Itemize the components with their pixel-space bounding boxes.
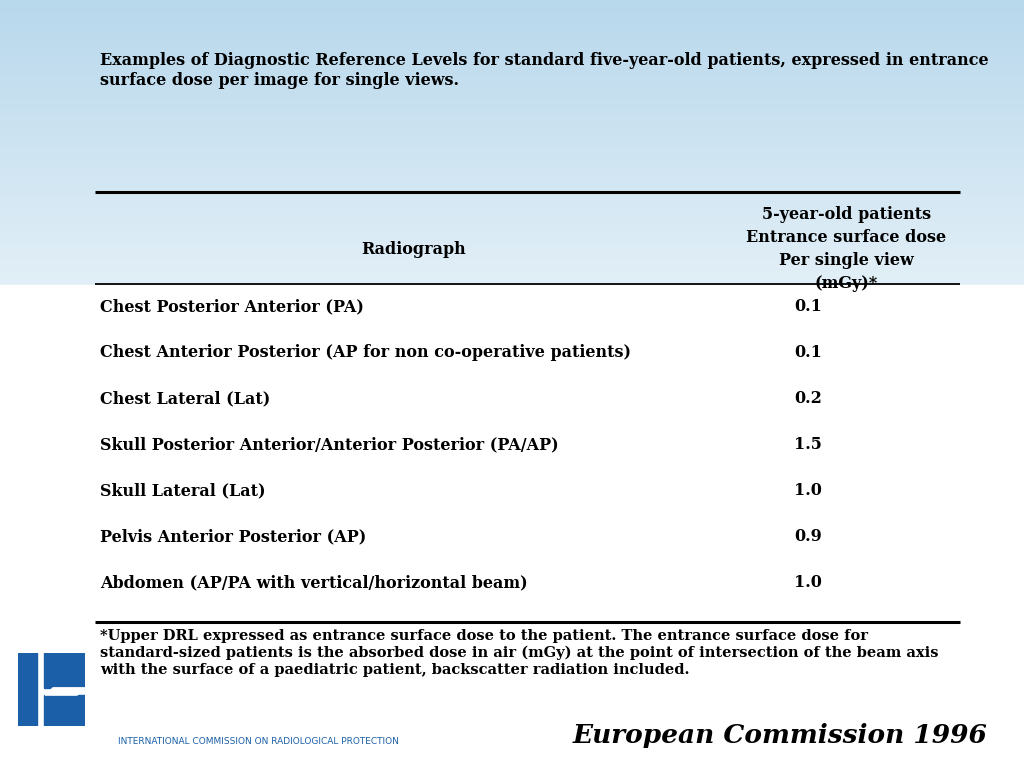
Text: Chest Anterior Posterior (AP for non co-operative patients): Chest Anterior Posterior (AP for non co-… [100,344,631,361]
Text: 0.9: 0.9 [795,528,822,545]
Text: 5-year-old patients
Entrance surface dose
Per single view
(mGy)*: 5-year-old patients Entrance surface dos… [746,206,946,292]
Bar [0,285,1024,768]
Text: 0.1: 0.1 [794,298,822,315]
Text: 0.2: 0.2 [794,390,822,407]
Text: Chest Posterior Anterior (PA): Chest Posterior Anterior (PA) [100,298,364,315]
Text: surface dose per image for single views.: surface dose per image for single views. [100,72,459,89]
Text: European Commission 1996: European Commission 1996 [572,723,987,747]
Text: *Upper DRL expressed as entrance surface dose to the patient. The entrance surfa: *Upper DRL expressed as entrance surface… [100,629,868,643]
Bar [18,653,37,726]
Text: Examples of Diagnostic Reference Levels for standard five-year-old patients, exp: Examples of Diagnostic Reference Levels … [100,52,988,69]
Text: Chest Lateral (Lat): Chest Lateral (Lat) [100,390,270,407]
Text: INTERNATIONAL COMMISSION ON RADIOLOGICAL PROTECTION: INTERNATIONAL COMMISSION ON RADIOLOGICAL… [118,737,399,746]
Text: 0.1: 0.1 [794,344,822,361]
Text: Pelvis Anterior Posterior (AP): Pelvis Anterior Posterior (AP) [100,528,367,545]
Text: 1.0: 1.0 [794,482,822,499]
Bar [44,653,85,688]
Text: Skull Lateral (Lat): Skull Lateral (Lat) [100,482,265,499]
Text: Abdomen (AP/PA with vertical/horizontal beam): Abdomen (AP/PA with vertical/horizontal … [100,574,527,591]
Polygon shape [45,688,85,695]
Text: Radiograph: Radiograph [361,241,466,259]
Text: Skull Posterior Anterior/Anterior Posterior (PA/AP): Skull Posterior Anterior/Anterior Poster… [100,436,559,453]
Bar [44,695,85,726]
Text: 1.5: 1.5 [794,436,822,453]
Text: with the surface of a paediatric patient, backscatter radiation included.: with the surface of a paediatric patient… [100,663,689,677]
Text: 1.0: 1.0 [794,574,822,591]
Text: standard-sized patients is the absorbed dose in air (mGy) at the point of inters: standard-sized patients is the absorbed … [100,646,939,660]
